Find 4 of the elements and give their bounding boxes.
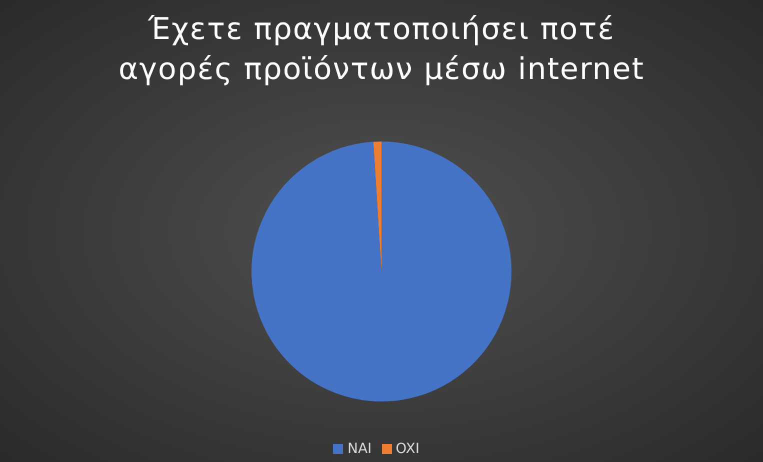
chart-title: Έχετε πραγματοποιήσει ποτέ αγορές προϊόντων μέσω internet (117, 11, 646, 89)
pie-slice (252, 142, 512, 402)
legend-label: NAI (347, 441, 372, 457)
legend-label: OXI (396, 441, 420, 457)
